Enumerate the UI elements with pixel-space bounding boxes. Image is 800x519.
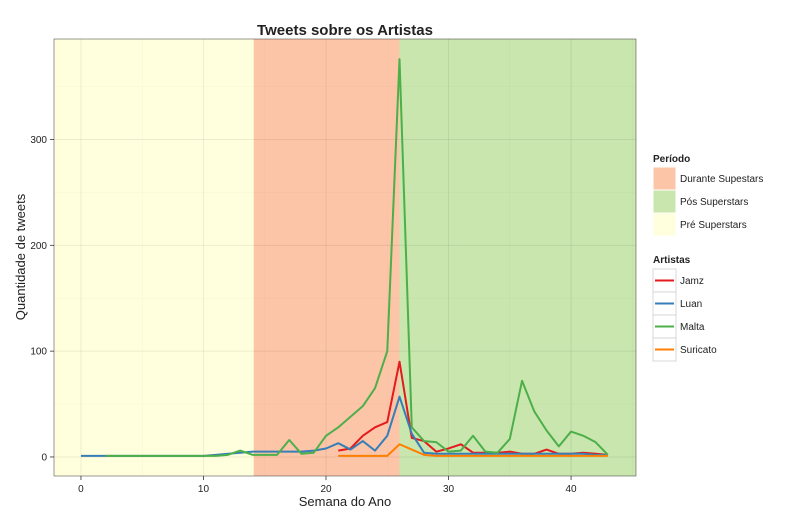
legend-periods: Período Durante Supestars Pós Superstars P… [652,154,763,237]
x-tick-label: 10 [198,484,210,495]
legend-period-key [652,189,677,214]
legend-series-label: Suricato [680,345,717,356]
x-tick-label: 30 [443,484,455,495]
y-axis-label: Quantidade de tweets [13,193,28,320]
legend-periods-title: Período [653,154,690,165]
x-tick-label: 20 [320,484,332,495]
legend-series: Artistas Jamz Luan Malta Suricato [652,255,717,362]
y-tick-label: 100 [30,347,47,358]
y-tick-label: 300 [30,135,47,146]
legend-series-label: Malta [680,322,705,333]
legend-period-label: Durante Supestars [680,174,763,185]
series-lines [80,58,609,457]
period-band [399,39,636,476]
legend-period-label: Pós Superstars [680,197,748,208]
plot-background [54,39,636,476]
legend-period-key [652,212,677,237]
series-line-suricato [338,443,608,457]
y-tick-label: 200 [30,241,47,252]
period-band [253,39,400,476]
x-axis: 0 10 20 30 40 [78,476,577,495]
legend-period-label: Pré Superstars [680,220,747,231]
x-tick-label: 40 [565,484,577,495]
legend-series-title: Artistas [653,255,691,266]
legend-series-label: Luan [680,299,702,310]
grid-lines [54,39,636,476]
y-axis: 0 100 200 300 [30,135,54,463]
series-line-malta [105,58,609,457]
legend-series-label: Jamz [680,276,704,287]
legend-period-key [652,166,677,191]
period-band [54,39,254,476]
chart-title: Tweets sobre os Artistas [257,22,433,39]
x-axis-label: Semana do Ano [299,494,392,509]
x-tick-label: 0 [78,484,84,495]
plot-border [53,38,637,477]
y-tick-label: 0 [41,452,47,463]
